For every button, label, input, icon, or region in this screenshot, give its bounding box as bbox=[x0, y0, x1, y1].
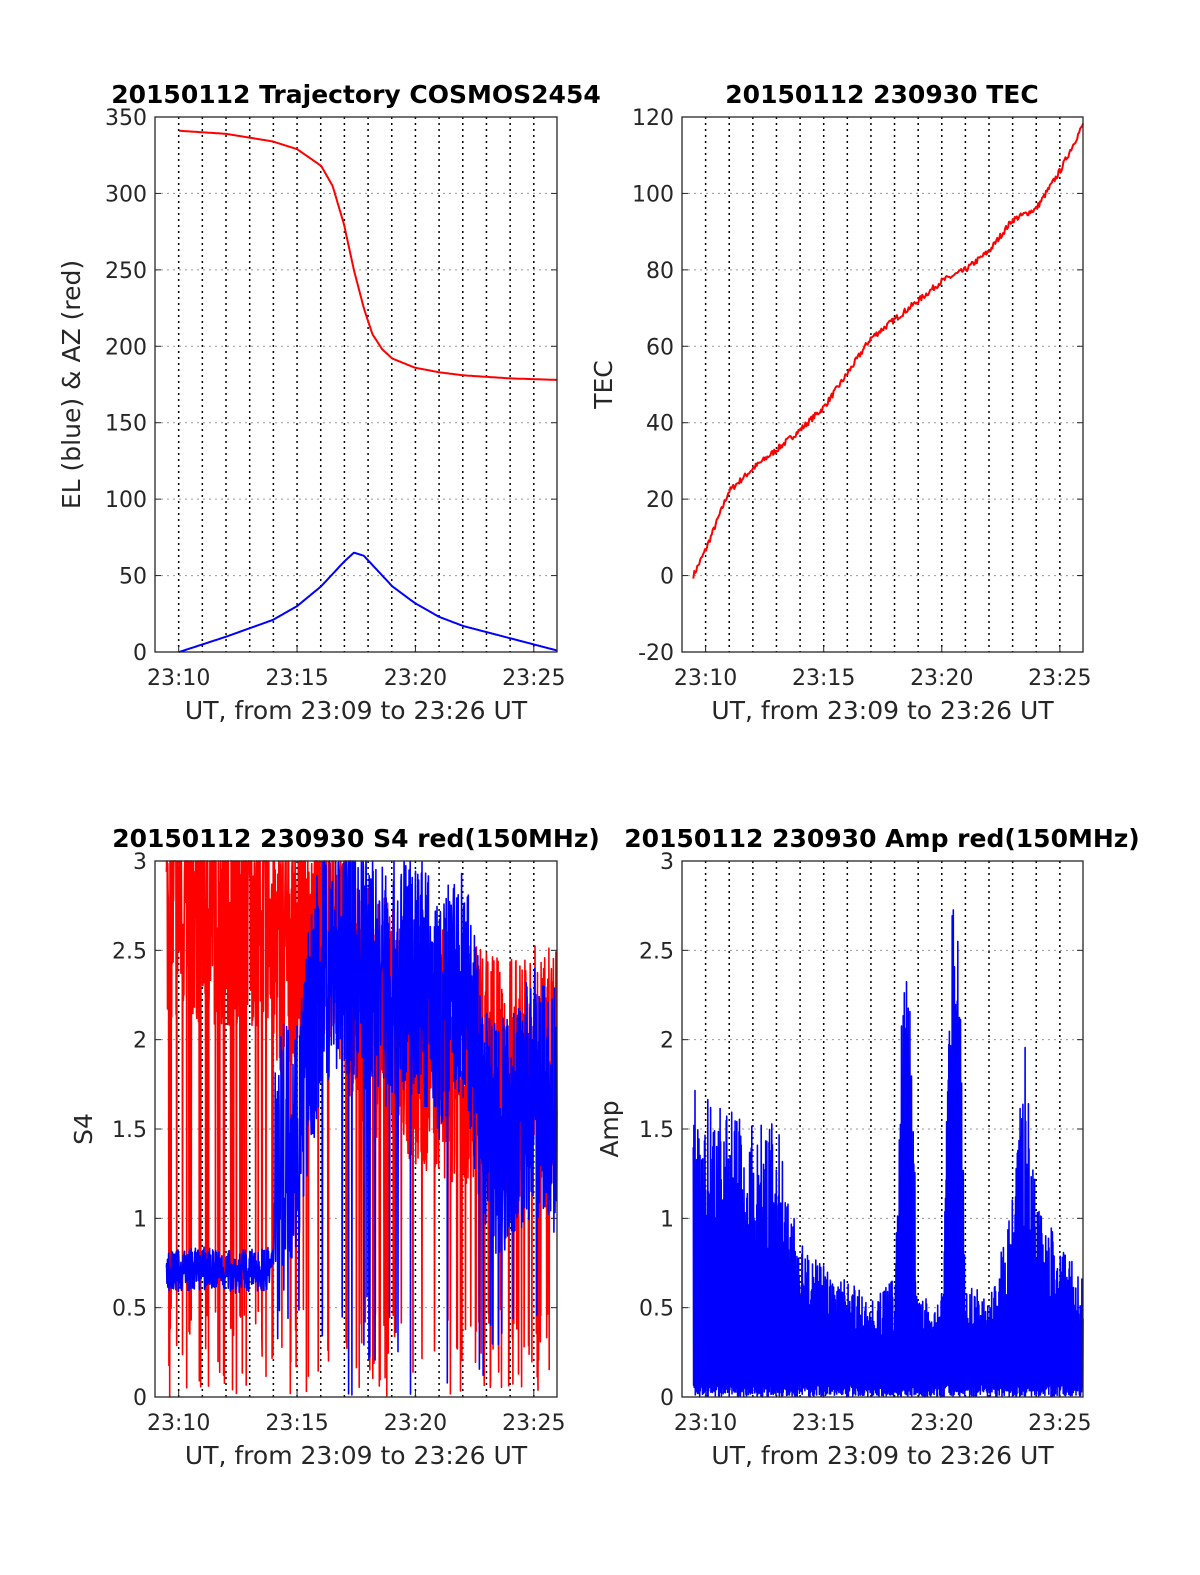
x-axis-label: UT, from 23:09 to 23:26 UT bbox=[711, 1441, 1054, 1470]
x-tick-label: 23:20 bbox=[384, 666, 447, 691]
y-tick-label: 60 bbox=[646, 335, 674, 360]
y-tick-label: 350 bbox=[105, 106, 147, 131]
x-tick-label: 23:15 bbox=[265, 666, 328, 691]
y-tick-label: 150 bbox=[105, 412, 147, 437]
trajectory-series-blue bbox=[178, 551, 558, 653]
axes-frame bbox=[681, 860, 1084, 1398]
x-tick-label: 23:25 bbox=[1028, 1411, 1091, 1436]
y-tick-label: 2 bbox=[133, 1029, 147, 1054]
y-tick-label: 200 bbox=[105, 335, 147, 360]
y-axis-label: Amp bbox=[595, 1100, 624, 1157]
y-tick-label: 1.5 bbox=[639, 1118, 674, 1143]
axes-frame bbox=[154, 860, 558, 1398]
y-tick-label: 250 bbox=[105, 259, 147, 284]
x-tick-label: 23:25 bbox=[502, 1411, 565, 1436]
x-tick-label: 23:10 bbox=[674, 666, 737, 691]
y-tick-label: 0.5 bbox=[639, 1297, 674, 1322]
chart-title: 20150112 230930 TEC bbox=[725, 80, 1038, 109]
y-tick-label: 1 bbox=[660, 1207, 674, 1232]
tec-series-red bbox=[692, 123, 1084, 579]
y-tick-label: 0 bbox=[133, 641, 147, 666]
x-tick-label: 23:10 bbox=[147, 666, 210, 691]
x-axis-label: UT, from 23:09 to 23:26 UT bbox=[185, 696, 528, 725]
x-tick-label: 23:15 bbox=[792, 1411, 855, 1436]
y-tick-label: 2.5 bbox=[112, 939, 147, 964]
chart-title: 20150112 230930 S4 red(150MHz) bbox=[112, 824, 600, 853]
axes-frame bbox=[681, 116, 1084, 653]
x-tick-label: 23:20 bbox=[910, 1411, 973, 1436]
y-tick-label: 3 bbox=[133, 850, 147, 875]
y-tick-label: 80 bbox=[646, 259, 674, 284]
y-tick-label: 300 bbox=[105, 182, 147, 207]
y-tick-label: 0 bbox=[660, 1386, 674, 1411]
x-axis-label: UT, from 23:09 to 23:26 UT bbox=[711, 696, 1054, 725]
y-tick-label: 40 bbox=[646, 412, 674, 437]
y-tick-label: 1 bbox=[133, 1207, 147, 1232]
x-tick-label: 23:25 bbox=[1028, 666, 1091, 691]
x-tick-label: 23:10 bbox=[147, 1411, 210, 1436]
trajectory-plot-area bbox=[155, 117, 557, 652]
amp-panel: 0 0.5 1 1.5 2 2.5 3 23:10 23:15 23:20 23:25 2015011… bbox=[595, 824, 1140, 1470]
y-tick-label: 0 bbox=[660, 565, 674, 590]
y-tick-label: 50 bbox=[119, 565, 147, 590]
chart-title: 20150112 Trajectory COSMOS2454 bbox=[111, 80, 601, 109]
y-axis-label: TEC bbox=[589, 360, 618, 410]
x-tick-label: 23:25 bbox=[502, 666, 565, 691]
y-tick-label: 120 bbox=[632, 106, 674, 131]
y-tick-label: 3 bbox=[660, 850, 674, 875]
tec-plot-area bbox=[682, 117, 1083, 652]
chart-title: 20150112 230930 Amp red(150MHz) bbox=[624, 824, 1140, 853]
x-tick-label: 23:10 bbox=[674, 1411, 737, 1436]
x-axis-label: UT, from 23:09 to 23:26 UT bbox=[185, 1441, 528, 1470]
y-tick-label: 1.5 bbox=[112, 1118, 147, 1143]
tec-panel: -20 0 20 40 60 80 100 120 23:10 23:15 23:20 23:25 20… bbox=[589, 80, 1092, 725]
amp-series-blue bbox=[692, 909, 1084, 1398]
axes-frame bbox=[154, 116, 558, 653]
y-tick-label: 100 bbox=[105, 488, 147, 513]
y-tick-label: 20 bbox=[646, 488, 674, 513]
x-tick-label: 23:15 bbox=[265, 1411, 328, 1436]
x-tick-label: 23:15 bbox=[792, 666, 855, 691]
trajectory-panel: 0 50 100 150 200 250 300 350 23:10 23:15 23:20 23:2… bbox=[57, 80, 601, 725]
y-tick-label: 100 bbox=[632, 182, 674, 207]
y-tick-label: 0.5 bbox=[112, 1297, 147, 1322]
s4-panel: 0 0.5 1 1.5 2 2.5 3 23:10 23:15 23:20 23:25 2015011… bbox=[69, 824, 600, 1470]
x-tick-label: 23:20 bbox=[910, 666, 973, 691]
y-tick-label: 2.5 bbox=[639, 939, 674, 964]
y-tick-label: 2 bbox=[660, 1029, 674, 1054]
y-tick-label: -20 bbox=[638, 641, 674, 666]
y-tick-label: 0 bbox=[133, 1386, 147, 1411]
trajectory-series-red bbox=[179, 129, 558, 381]
y-axis-label: EL (blue) & AZ (red) bbox=[57, 260, 86, 509]
s4-series-blue bbox=[165, 860, 558, 1396]
x-tick-label: 23:20 bbox=[384, 1411, 447, 1436]
y-axis-label: S4 bbox=[69, 1113, 98, 1145]
